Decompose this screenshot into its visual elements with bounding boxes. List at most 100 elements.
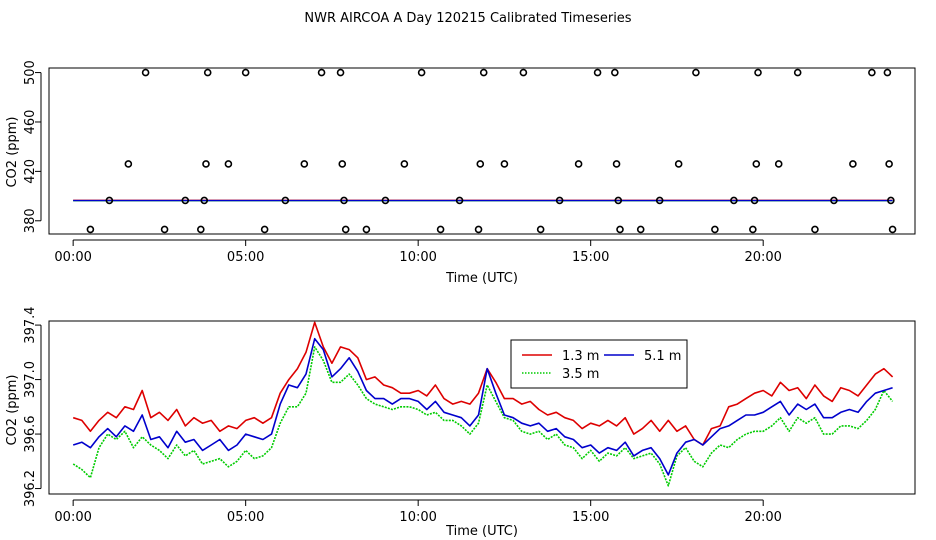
top-y-tick-label: 460: [23, 110, 38, 135]
calibration-point: [519, 68, 528, 77]
calibration-point: [616, 225, 624, 234]
calibration-point: [141, 68, 150, 77]
calibration-point: [400, 160, 409, 168]
legend-box: [510, 339, 688, 389]
calibration-point: [611, 68, 619, 77]
calibration-point: [340, 196, 348, 205]
calibration-point: [774, 160, 783, 168]
top-y-tick-label: 380: [23, 208, 38, 233]
bottom-y-tick-label: 397.0: [23, 361, 38, 398]
calibration-point: [793, 68, 802, 77]
calibration-point: [692, 68, 700, 77]
calibration-point: [476, 160, 485, 168]
top-x-tick-label: 00:00: [54, 250, 91, 265]
bottom-x-axis-label: Time (UTC): [445, 524, 518, 539]
calibration-point: [574, 160, 583, 168]
calibration-point: [752, 160, 761, 168]
legend-label-1-3m: 1.3 m: [562, 349, 599, 364]
top-x-axis-label: Time (UTC): [445, 271, 518, 286]
calibration-point: [281, 196, 290, 205]
calibration-point: [200, 196, 209, 205]
calibration-point: [317, 68, 326, 77]
calibration-point: [614, 196, 623, 205]
calibration-point: [868, 68, 876, 77]
calibration-point: [362, 225, 371, 234]
calibration-point: [160, 225, 169, 234]
calibration-point: [711, 225, 719, 234]
bottom-x-tick-label: 00:00: [54, 510, 91, 525]
calibration-point: [536, 225, 545, 234]
bottom-x-tick-label: 20:00: [744, 510, 781, 525]
bottom-plot-frame: [48, 320, 916, 495]
calibration-point: [202, 160, 210, 168]
calibration-point: [124, 160, 133, 168]
calibration-point: [338, 160, 347, 168]
calibration-point: [336, 68, 345, 77]
top-y-axis-label: CO2 (ppm): [5, 116, 20, 187]
calibration-point: [750, 196, 759, 205]
calibration-point: [849, 160, 857, 168]
calibration-point: [887, 196, 895, 205]
bottom-y-tick-label: 397.4: [23, 306, 38, 343]
legend-label-3-5m: 3.5 m: [562, 367, 599, 382]
bottom-marks: [72, 321, 894, 487]
calibration-point: [655, 196, 664, 205]
calibration-point: [203, 68, 212, 77]
top-x-tick-label: 20:00: [744, 250, 781, 265]
bottom-x-tick-label: 15:00: [572, 510, 609, 525]
calibration-point: [197, 225, 205, 234]
series-line-3-5-m: [72, 346, 894, 487]
calibration-point: [811, 225, 819, 234]
calibration-point: [86, 225, 95, 234]
top-x-tick-label: 05:00: [227, 250, 264, 265]
calibration-point: [593, 68, 602, 77]
top-x-tick-label: 15:00: [572, 250, 609, 265]
legend-label-5-1m: 5.1 m: [644, 349, 681, 364]
bottom-x-tick-label: 05:00: [227, 510, 264, 525]
calibration-point: [417, 68, 426, 77]
bottom-x-axis: 00:00 05:00 10:00 15:00 20:00: [54, 499, 782, 525]
calibration-point: [612, 160, 621, 168]
chart-title: NWR AIRCOA A Day 120215 Calibrated Times…: [304, 11, 631, 26]
top-x-axis: 00:00 05:00 10:00 15:00 20:00: [54, 239, 782, 265]
calibration-point: [500, 160, 509, 168]
calibration-point: [555, 196, 564, 205]
series-line-1-3-m: [72, 321, 894, 446]
calibration-point: [300, 160, 309, 168]
bottom-y-axis-label: CO2 (ppm): [5, 374, 20, 445]
calibration-point: [341, 225, 350, 234]
calibration-point: [260, 225, 269, 234]
calibration-point: [830, 196, 838, 205]
top-y-tick-label: 420: [23, 159, 38, 184]
top-x-tick-label: 10:00: [399, 250, 436, 265]
calibration-point: [674, 160, 683, 168]
calibration-point: [474, 225, 483, 234]
bottom-y-axis: 396.2 396.6 397.0 397.4: [23, 306, 42, 507]
bottom-y-tick-label: 396.6: [23, 415, 38, 452]
calibration-point: [636, 225, 645, 234]
calibration-point: [224, 160, 233, 168]
bottom-y-tick-label: 396.2: [23, 470, 38, 507]
calibration-point: [883, 68, 892, 77]
calibration-point: [888, 225, 897, 234]
legend: 1.3 m 5.1 m 3.5 m: [510, 339, 688, 389]
calibration-point: [730, 196, 738, 205]
top-y-axis: 380 420 460 500: [23, 60, 42, 233]
calibration-point: [181, 196, 190, 205]
series-line-5-1-m: [72, 337, 893, 476]
top-marks: [73, 68, 897, 234]
bottom-x-tick-label: 10:00: [399, 510, 436, 525]
calibration-point: [479, 68, 488, 77]
top-plot-frame: [48, 67, 916, 235]
calibration-point: [105, 196, 114, 205]
calibration-point: [749, 225, 757, 234]
calibration-point: [885, 160, 893, 168]
calibration-point: [754, 68, 762, 77]
top-y-tick-label: 500: [23, 60, 38, 85]
calibration-point: [455, 196, 464, 205]
calibration-point: [436, 225, 445, 234]
calibration-point: [381, 196, 390, 205]
calibration-point: [241, 68, 250, 77]
